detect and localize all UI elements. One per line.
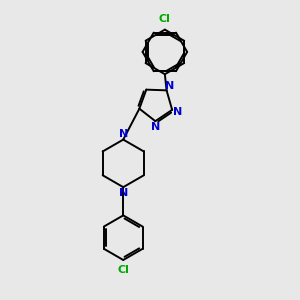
Text: N: N	[165, 81, 175, 91]
Text: N: N	[151, 122, 160, 131]
Text: Cl: Cl	[117, 265, 129, 275]
Text: N: N	[118, 188, 128, 198]
Text: Cl: Cl	[159, 14, 171, 24]
Text: N: N	[118, 129, 128, 139]
Text: N: N	[172, 107, 182, 117]
